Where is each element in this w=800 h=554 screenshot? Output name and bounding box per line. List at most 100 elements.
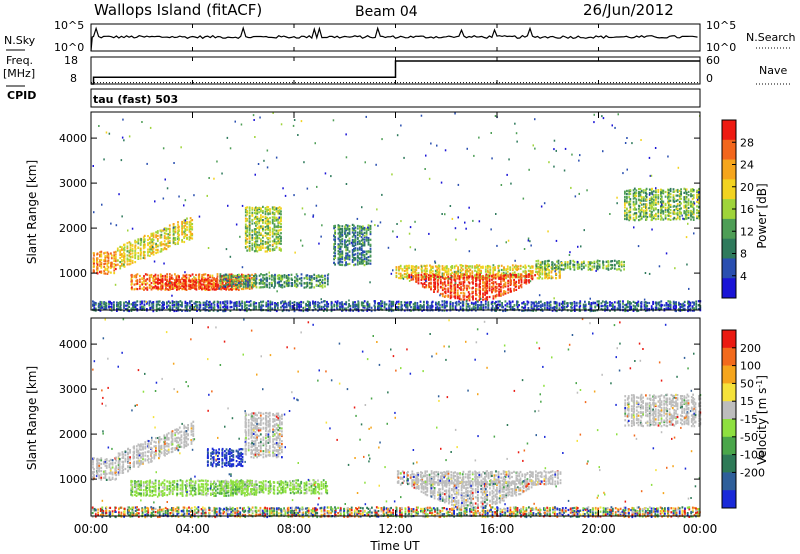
range-gate-cell (227, 276, 230, 280)
range-gate-cell (205, 288, 208, 291)
range-gate-cell (527, 264, 530, 268)
range-gate-cell (154, 282, 157, 285)
range-gate-cell (423, 303, 425, 306)
range-gate-cell (632, 200, 635, 203)
range-gate-cell (260, 207, 262, 210)
range-gate-cell (458, 297, 461, 301)
range-gate-cell (198, 275, 201, 278)
range-gate-cell (429, 304, 432, 308)
range-gate-cell (504, 281, 507, 284)
range-gate-cell (178, 278, 180, 281)
range-gate-cell (406, 267, 409, 270)
range-gate-cell (560, 268, 563, 271)
range-gate-cell (463, 294, 466, 297)
range-gate-cell (110, 266, 112, 269)
range-gate-cell (441, 267, 444, 270)
range-gate-cell (447, 279, 450, 282)
range-gate-cell (264, 246, 267, 249)
range-gate-cell (219, 306, 222, 309)
range-gate-cell (344, 302, 346, 306)
range-gate-cell (459, 301, 462, 304)
range-gate-cell (283, 285, 286, 288)
range-gate-cell (300, 284, 303, 287)
range-gate-cell (119, 265, 122, 268)
range-gate-cell (607, 263, 610, 266)
range-gate-cell (509, 276, 512, 280)
range-gate-cell (123, 309, 125, 312)
range-gate-cell (244, 240, 247, 243)
range-gate-cell (537, 262, 540, 265)
range-gate-cell (151, 241, 154, 244)
range-gate-cell (405, 304, 407, 307)
range-gate-cell (157, 274, 159, 277)
range-gate-cell (651, 202, 653, 205)
range-gate-cell (255, 245, 257, 249)
range-gate-cell (244, 285, 247, 288)
range-gate-cell (318, 305, 321, 308)
range-gate-cell (99, 303, 102, 306)
range-gate-cell (168, 288, 171, 291)
range-gate-cell (242, 281, 245, 284)
range-gate-cell (363, 260, 366, 263)
range-gate-cell (192, 286, 195, 289)
range-gate-cell (199, 283, 202, 286)
range-gate-cell (232, 287, 235, 290)
range-gate-cell (417, 276, 420, 279)
range-gate-cell (163, 246, 166, 249)
range-gate-cell (363, 255, 366, 258)
range-gate-cell (637, 303, 640, 306)
range-gate-cell (458, 275, 461, 278)
range-gate-cell (360, 236, 363, 239)
range-gate-cell (498, 285, 500, 288)
range-gate-cell (224, 309, 227, 312)
range-gate-cell (463, 276, 466, 279)
range-gate-cell (178, 225, 180, 228)
range-gate-cell (269, 305, 272, 308)
range-gate-cell (517, 265, 520, 268)
range-gate-cell (467, 277, 470, 280)
range-gate-cell (424, 267, 427, 270)
range-gate-cell (509, 268, 512, 271)
range-gate-cell (230, 276, 233, 279)
range-gate-cell (232, 282, 235, 285)
range-gate-cell (642, 191, 645, 194)
range-gate-cell (172, 241, 175, 244)
range-gate-cell (318, 302, 321, 305)
range-gate-cell (484, 284, 486, 288)
range-gate-cell (640, 203, 643, 206)
range-gate-cell (692, 216, 695, 219)
range-gate-cell (128, 249, 131, 253)
range-gate-cell (271, 284, 273, 287)
range-gate-cell (255, 206, 257, 209)
range-gate-cell (624, 217, 626, 221)
range-gate-cell (190, 300, 193, 303)
range-gate-cell (100, 264, 103, 267)
range-gate-cell (266, 246, 269, 249)
range-gate-cell (655, 207, 657, 210)
range-gate-cell (378, 304, 380, 307)
range-gate-cell (104, 255, 107, 258)
range-gate-cell (492, 297, 495, 300)
range-gate-cell (648, 201, 651, 204)
range-gate-cell (494, 296, 497, 299)
range-gate-cell (151, 250, 154, 253)
range-gate-cell (657, 195, 660, 199)
range-gate-cell (92, 257, 95, 260)
range-gate-cell (638, 191, 640, 194)
range-gate-cell (166, 273, 168, 276)
range-gate-cell (125, 308, 127, 311)
range-gate-cell (665, 302, 668, 305)
range-gate-cell (660, 192, 662, 195)
range-gate-cell (271, 218, 274, 221)
range-gate-cell (333, 238, 335, 241)
range-gate-cell (403, 265, 406, 268)
range-gate-cell (685, 191, 688, 195)
range-gate-cell (103, 308, 105, 311)
range-gate-cell (687, 214, 690, 217)
range-gate-cell (244, 236, 247, 239)
range-gate-cell (137, 252, 140, 255)
range-gate-cell (678, 218, 681, 221)
range-gate-cell (109, 302, 111, 305)
range-gate-cell (624, 195, 626, 198)
range-gate-cell (128, 258, 131, 261)
